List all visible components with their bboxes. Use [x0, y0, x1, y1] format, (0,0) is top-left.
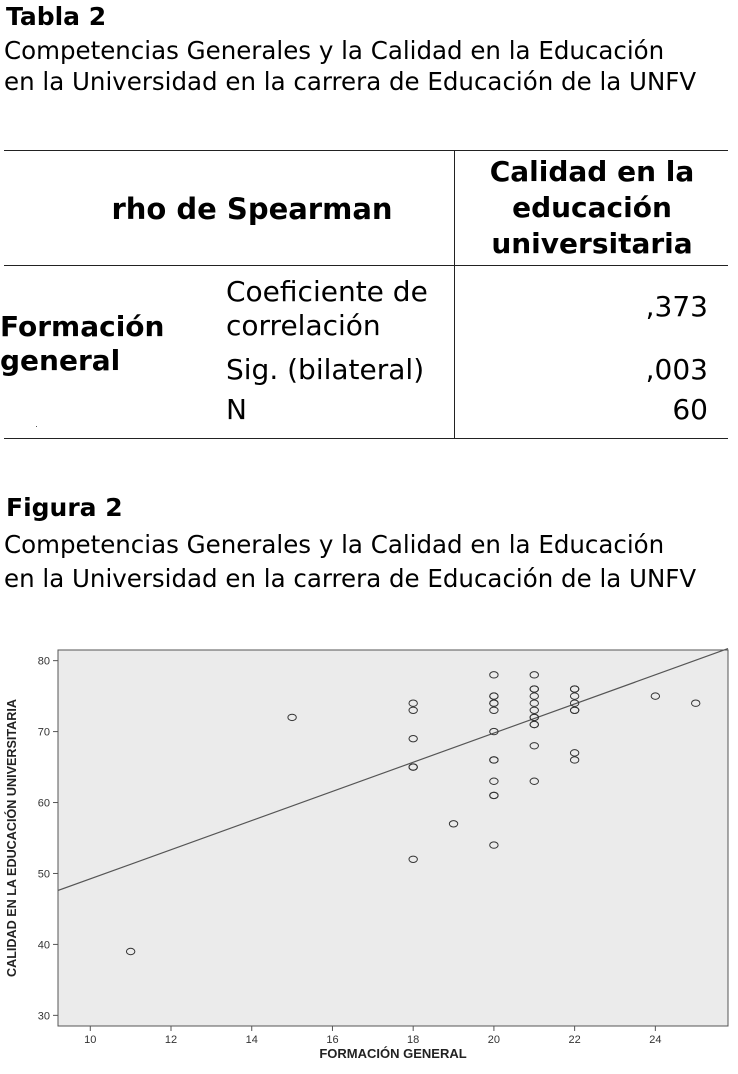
stat-label-line: Coeficiente de	[226, 275, 428, 308]
axis-ticks: 10 12 14 16 18 20 22 24 30 40 50 60 70 80	[38, 656, 662, 1046]
table-header-rule	[4, 265, 728, 266]
scatter-point	[489, 777, 499, 785]
scatter-point	[489, 756, 499, 764]
scatter-point	[529, 671, 539, 679]
x-axis-label: FORMACIÓN GENERAL	[319, 1046, 466, 1061]
scatter-point	[448, 820, 459, 828]
correlation-table: rho de Spearman Calidad en la educación …	[0, 150, 728, 439]
stat-label-n: N	[226, 393, 247, 426]
stat-label-line: correlación	[226, 309, 381, 342]
x-tick-label: 10	[84, 1034, 96, 1046]
row-header-line: Formación	[0, 310, 165, 343]
table-bottom-rule	[4, 438, 728, 439]
scatter-point	[529, 685, 539, 693]
scatter-point	[569, 692, 580, 700]
scatter-point	[408, 699, 418, 707]
y-axis-label: CALIDAD EN LA EDUCACIÓN UNIVERSITARIA	[4, 698, 19, 977]
scatter-point	[408, 706, 418, 715]
scatter-point	[529, 713, 539, 722]
stray-dot	[36, 426, 37, 427]
scatter-point	[287, 713, 297, 722]
table-caption-line1: Competencias Generales y la Calidad en l…	[4, 36, 665, 65]
header-line: educación	[512, 191, 672, 224]
scatter-point	[529, 720, 539, 729]
table-caption-label: Tabla 2	[6, 2, 107, 31]
y-tick-label: 60	[38, 798, 50, 810]
scatter-point	[489, 727, 499, 736]
figure-caption-label: Figura 2	[6, 493, 123, 522]
y-tick-label: 40	[38, 939, 50, 951]
data-points	[125, 671, 701, 956]
scatter-point	[408, 855, 418, 863]
y-tick-label: 30	[38, 1010, 50, 1022]
scatter-point	[529, 777, 539, 785]
scatter-point	[569, 756, 580, 764]
scatter-point	[569, 685, 580, 693]
stat-label-coefficient: Coeficiente de correlación	[226, 275, 428, 343]
scatter-point	[691, 699, 701, 707]
scatter-point	[569, 699, 580, 707]
x-tick-label: 18	[407, 1034, 419, 1046]
value-coefficient: ,373	[645, 290, 708, 323]
scatter-point	[529, 742, 539, 750]
table-caption-line2: en la Universidad en la carrera de Educa…	[4, 67, 697, 96]
scatter-point	[489, 699, 499, 707]
scatter-chart: 10 12 14 16 18 20 22 24 30 40 50 60 70 80 FORMACIÓN G…	[4, 648, 729, 1061]
x-tick-label: 12	[165, 1034, 177, 1046]
scatter-point	[125, 947, 136, 956]
table-top-rule	[4, 150, 728, 151]
scatter-point	[489, 791, 499, 800]
x-tick-label: 16	[326, 1034, 338, 1046]
row-header-line: general	[0, 344, 121, 377]
scatter-point	[408, 763, 418, 771]
scatter-point	[529, 692, 539, 700]
figure-caption-line2: en la Universidad en la carrera de Educa…	[4, 564, 697, 593]
stat-label-significance: Sig. (bilateral)	[226, 353, 425, 386]
scatter-point	[650, 692, 661, 700]
fit-line	[57, 648, 729, 892]
table-column-divider	[454, 150, 455, 439]
header-line: universitaria	[491, 227, 693, 260]
scatter-point	[489, 692, 499, 700]
x-tick-label: 22	[569, 1034, 581, 1046]
scatter-point	[489, 841, 499, 849]
y-tick-label: 80	[38, 656, 50, 668]
row-header-formacion-general: Formación general	[0, 310, 164, 378]
header-line: Calidad en la	[489, 155, 695, 188]
value-significance: ,003	[645, 353, 708, 386]
table-header-variable: Calidad en la educación universitaria	[456, 154, 728, 262]
scatter-point	[489, 706, 499, 715]
scatter-point	[569, 749, 580, 757]
x-tick-label: 14	[246, 1034, 258, 1046]
y-tick-label: 50	[38, 868, 50, 880]
figure-caption-line1: Competencias Generales y la Calidad en l…	[4, 530, 665, 559]
table-header-method: rho de Spearman	[111, 192, 393, 226]
scatter-point	[569, 706, 580, 715]
scatter-point	[529, 699, 539, 707]
x-tick-label: 24	[649, 1034, 661, 1046]
scatter-point	[529, 706, 539, 715]
value-n: 60	[672, 393, 708, 426]
scatter-point	[489, 671, 499, 679]
scatter-point	[408, 734, 418, 743]
y-tick-label: 70	[38, 727, 50, 739]
plot-area	[57, 649, 729, 1027]
x-tick-label: 20	[488, 1034, 500, 1046]
